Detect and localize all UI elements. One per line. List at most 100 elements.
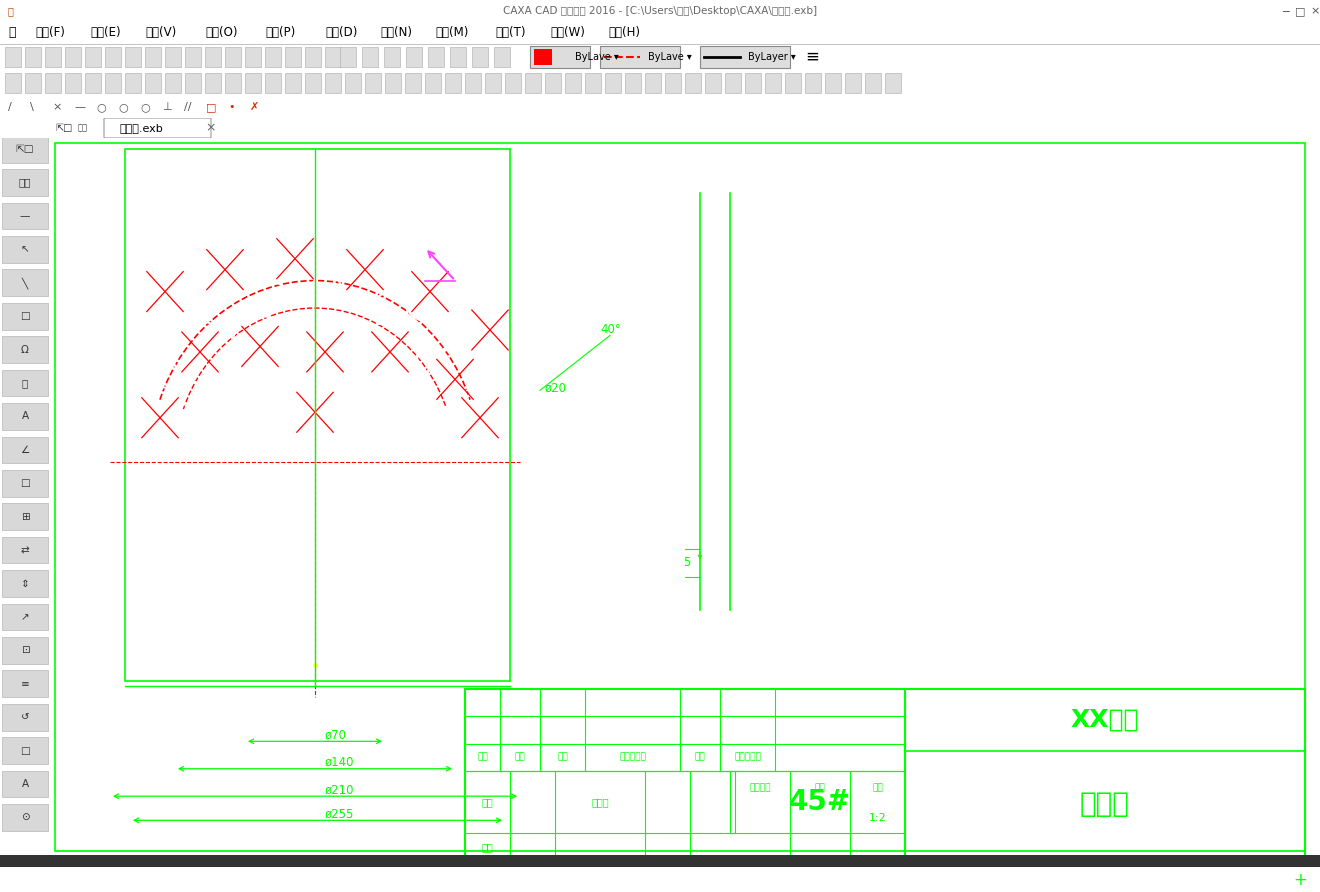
Text: 审核: 审核 (480, 842, 492, 852)
Bar (545, 73, 561, 93)
Text: ⊞: ⊞ (21, 512, 29, 522)
Bar (3, 671, 48, 698)
Text: 修改(M): 修改(M) (436, 27, 469, 39)
Bar (865, 73, 880, 93)
Bar (700, 46, 789, 68)
Bar (407, 47, 422, 67)
Bar (145, 73, 161, 93)
Text: ↖: ↖ (21, 244, 29, 254)
Text: XX公司: XX公司 (1071, 707, 1139, 731)
Text: □: □ (20, 478, 30, 488)
Text: 折流板.exb: 折流板.exb (120, 123, 164, 133)
Text: A: A (21, 411, 29, 421)
Bar (785, 73, 801, 93)
Bar (246, 47, 261, 67)
Text: —: — (74, 102, 84, 112)
Text: 折流板: 折流板 (1080, 789, 1130, 818)
Bar (45, 47, 61, 67)
Text: A: A (21, 779, 29, 789)
Bar (3, 570, 48, 597)
Text: ≡: ≡ (21, 679, 29, 689)
Bar (165, 47, 181, 67)
Bar (345, 73, 360, 93)
Text: □: □ (20, 311, 30, 321)
Text: 绘图(D): 绘图(D) (325, 27, 358, 39)
Bar (450, 47, 466, 67)
Bar (3, 303, 48, 329)
Text: 设计: 设计 (482, 797, 494, 807)
Text: CAXA CAD 电子图板 2016 - [C:\Users\李超\Desktop\CAXA\折流板.exb]: CAXA CAD 电子图板 2016 - [C:\Users\李超\Deskto… (503, 6, 817, 16)
Bar (494, 47, 510, 67)
Text: □: □ (1295, 6, 1305, 16)
Bar (445, 73, 461, 93)
Bar (3, 470, 48, 497)
Bar (185, 73, 201, 93)
Bar (325, 73, 341, 93)
Bar (362, 47, 378, 67)
Bar (224, 47, 242, 67)
Bar (3, 336, 48, 363)
Bar (385, 73, 401, 93)
Text: □: □ (206, 102, 216, 112)
Text: 文件(F): 文件(F) (36, 27, 65, 39)
FancyBboxPatch shape (104, 118, 211, 138)
Text: 阶段标记: 阶段标记 (750, 783, 771, 792)
Text: ≡: ≡ (805, 48, 818, 66)
Text: 更改文件号: 更改文件号 (619, 753, 645, 762)
Text: ×: × (205, 121, 215, 135)
Bar (3, 637, 48, 664)
Text: ⊡: ⊡ (21, 646, 29, 656)
Bar (3, 436, 48, 463)
Text: 🐉: 🐉 (8, 6, 15, 16)
Bar (65, 47, 81, 67)
Text: 编辑(E): 编辑(E) (90, 27, 120, 39)
Text: ×: × (1311, 6, 1320, 16)
Bar (265, 47, 281, 67)
Text: ø20: ø20 (545, 382, 568, 394)
Bar (884, 73, 902, 93)
Text: ø255: ø255 (325, 807, 354, 821)
Bar (5, 73, 21, 93)
Bar (428, 47, 444, 67)
Text: 图册: 图册 (18, 178, 32, 187)
Text: \: \ (30, 102, 37, 112)
Bar (3, 169, 48, 196)
Bar (285, 73, 301, 93)
Text: 幅面(P): 幅面(P) (265, 27, 296, 39)
Text: ⇱□: ⇱□ (55, 123, 73, 133)
Text: ↺: ↺ (21, 712, 29, 723)
Bar (205, 73, 220, 93)
Text: 共: 共 (742, 854, 748, 863)
Text: ø70: ø70 (325, 728, 347, 741)
Bar (685, 73, 701, 93)
Text: 标准化: 标准化 (591, 797, 609, 807)
Bar (224, 73, 242, 93)
Bar (106, 47, 121, 67)
Bar (705, 73, 721, 93)
Bar (665, 73, 681, 93)
Bar (3, 136, 48, 162)
Bar (125, 73, 141, 93)
Text: 45#: 45# (789, 789, 851, 816)
Text: ○: ○ (140, 102, 149, 112)
Bar (3, 403, 48, 430)
Bar (45, 73, 61, 93)
Text: 张: 张 (781, 854, 788, 863)
Text: 帮助(H): 帮助(H) (609, 27, 640, 39)
Text: —: — (20, 211, 30, 221)
Text: 张: 张 (837, 854, 843, 863)
Bar (5, 47, 21, 67)
Bar (3, 804, 48, 830)
Bar (145, 47, 161, 67)
Text: 40°: 40° (601, 324, 620, 336)
Bar (125, 149, 510, 681)
Bar (645, 73, 661, 93)
Text: 5: 5 (682, 556, 690, 569)
Text: 工艺: 工艺 (480, 854, 492, 863)
Bar (506, 73, 521, 93)
Bar (265, 73, 281, 93)
Text: 年、月、日: 年、月、日 (734, 753, 760, 762)
Text: 工具(T): 工具(T) (495, 27, 525, 39)
Bar (65, 73, 81, 93)
Text: ✗: ✗ (249, 102, 259, 112)
